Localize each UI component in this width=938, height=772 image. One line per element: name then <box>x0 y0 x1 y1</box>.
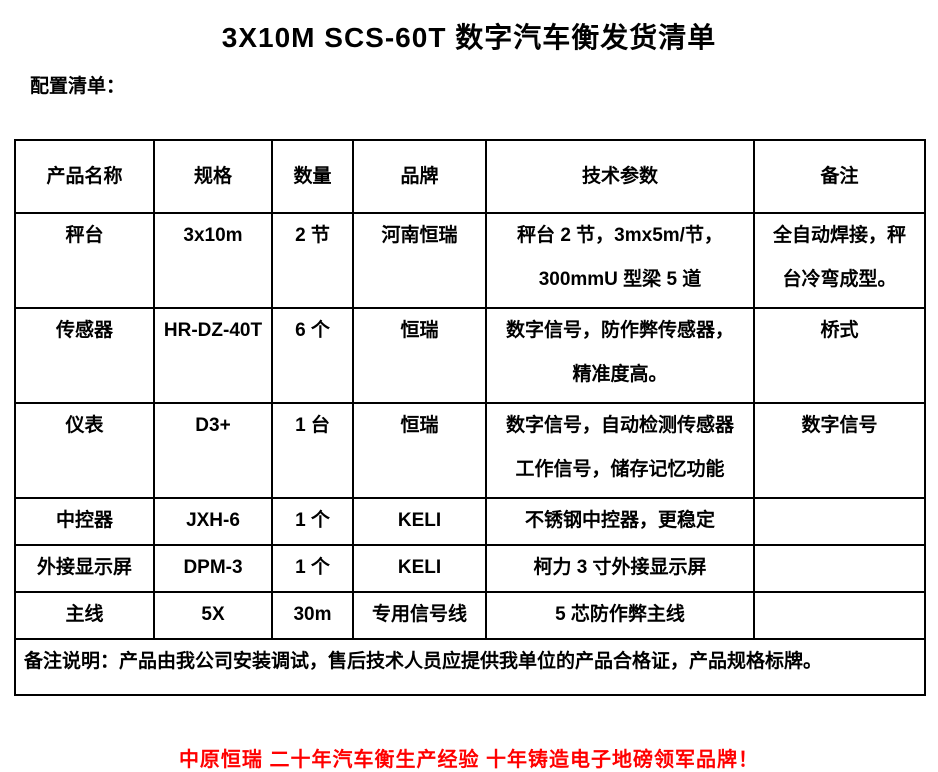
brand-slogan: 中原恒瑞 二十年汽车衡生产经验 十年铸造电子地磅领军品牌！ <box>178 749 760 771</box>
cell-product-name: 主线 <box>14 591 155 640</box>
cell-spec: JXH-6 <box>153 497 273 546</box>
cell-brand: 专用信号线 <box>352 591 487 640</box>
cell-brand: KELI <box>352 544 487 593</box>
cell-quantity: 1 个 <box>271 544 354 593</box>
cell-remarks <box>753 544 926 593</box>
cell-technical-params: 数字信号，自动检测传感器 工作信号，储存记忆功能 <box>485 402 755 499</box>
cell-technical-params: 柯力 3 寸外接显示屏 <box>485 544 755 593</box>
cell-remarks <box>753 497 926 546</box>
cell-spec: DPM-3 <box>153 544 273 593</box>
cell-quantity: 1 个 <box>271 497 354 546</box>
table-row-weighbridge: 秤台 3x10m 2 节 河南恒瑞 秤台 2 节，3mx5m/节， 300mmU… <box>14 212 926 309</box>
cell-quantity: 30m <box>271 591 354 640</box>
cell-product-name: 中控器 <box>14 497 155 546</box>
cell-brand: 恒瑞 <box>352 307 487 404</box>
page-title: 3X10M SCS-60T 数字汽车衡发货清单 <box>221 22 717 53</box>
cell-brand: 恒瑞 <box>352 402 487 499</box>
table-row-external-display: 外接显示屏 DPM-3 1 个 KELI 柯力 3 寸外接显示屏 <box>14 544 926 593</box>
cell-remarks: 全自动焊接，秤 台冷弯成型。 <box>753 212 926 309</box>
cell-quantity: 2 节 <box>271 212 354 309</box>
section-label-config-list: 配置清单： <box>30 76 126 97</box>
cell-quantity: 1 台 <box>271 402 354 499</box>
cell-technical-params: 不锈钢中控器，更稳定 <box>485 497 755 546</box>
table-row-junction-box: 中控器 JXH-6 1 个 KELI 不锈钢中控器，更稳定 <box>14 497 926 546</box>
cell-spec: 5X <box>153 591 273 640</box>
column-header-brand: 品牌 <box>352 139 487 214</box>
cell-remarks: 桥式 <box>753 307 926 404</box>
column-header-product-name: 产品名称 <box>14 139 155 214</box>
footer-note: 备注说明：产品由我公司安装调试，售后技术人员应提供我单位的产品合格证，产品规格标… <box>14 638 926 696</box>
cell-product-name: 仪表 <box>14 402 155 499</box>
cell-product-name: 传感器 <box>14 307 155 404</box>
cell-brand: 河南恒瑞 <box>352 212 487 309</box>
table-row-main-cable: 主线 5X 30m 专用信号线 5 芯防作弊主线 <box>14 591 926 640</box>
cell-technical-params: 秤台 2 节，3mx5m/节， 300mmU 型梁 5 道 <box>485 212 755 309</box>
shipping-list-table: 产品名称 规格 数量 品牌 技术参数 备注 秤台 3x10m 2 节 河南恒瑞 … <box>14 139 926 696</box>
cell-product-name: 秤台 <box>14 212 155 309</box>
cell-technical-params: 5 芯防作弊主线 <box>485 591 755 640</box>
cell-product-name: 外接显示屏 <box>14 544 155 593</box>
cell-brand: KELI <box>352 497 487 546</box>
column-header-quantity: 数量 <box>271 139 354 214</box>
cell-spec: D3+ <box>153 402 273 499</box>
cell-remarks: 数字信号 <box>753 402 926 499</box>
table-row-indicator: 仪表 D3+ 1 台 恒瑞 数字信号，自动检测传感器 工作信号，储存记忆功能 数… <box>14 402 926 499</box>
cell-remarks <box>753 591 926 640</box>
table-header-row: 产品名称 规格 数量 品牌 技术参数 备注 <box>14 139 926 214</box>
cell-spec: HR-DZ-40T <box>153 307 273 404</box>
cell-technical-params: 数字信号，防作弊传感器， 精准度高。 <box>485 307 755 404</box>
column-header-spec: 规格 <box>153 139 273 214</box>
column-header-remarks: 备注 <box>753 139 926 214</box>
column-header-technical-params: 技术参数 <box>485 139 755 214</box>
table-row-sensor: 传感器 HR-DZ-40T 6 个 恒瑞 数字信号，防作弊传感器， 精准度高。 … <box>14 307 926 404</box>
table-footer-note-row: 备注说明：产品由我公司安装调试，售后技术人员应提供我单位的产品合格证，产品规格标… <box>14 638 926 696</box>
cell-spec: 3x10m <box>153 212 273 309</box>
cell-quantity: 6 个 <box>271 307 354 404</box>
